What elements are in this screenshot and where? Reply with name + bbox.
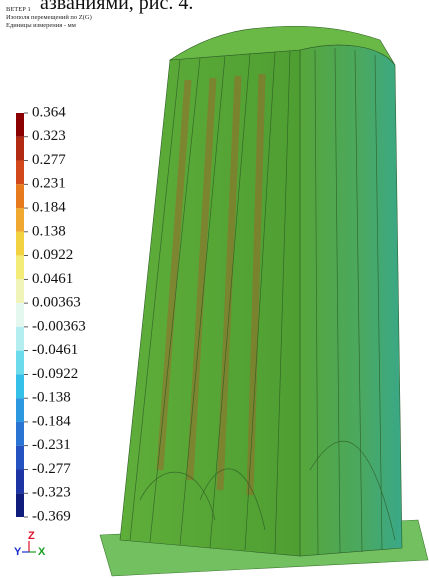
legend-label: 0.364 bbox=[32, 104, 66, 120]
legend-swatch bbox=[16, 446, 24, 470]
legend-swatch bbox=[16, 161, 24, 185]
legend-swatch bbox=[16, 113, 24, 137]
legend-label: 0.0461 bbox=[32, 271, 73, 287]
legend-label: 0.323 bbox=[32, 128, 66, 144]
legend-swatch bbox=[16, 184, 24, 208]
legend-swatch bbox=[16, 469, 24, 493]
legend-swatch bbox=[16, 374, 24, 398]
page: азваниями, рис. 4. ВЕТЕР 1 Изополя перем… bbox=[0, 0, 429, 578]
legend-label: -0.184 bbox=[32, 413, 71, 429]
legend-label: -0.369 bbox=[32, 508, 71, 524]
legend-swatch bbox=[16, 303, 24, 327]
legend: 0.364 0.323 0.277 0.231 0.184 0.138 0.0922 0.04… bbox=[0, 0, 429, 578]
legend-label: -0.231 bbox=[32, 437, 71, 453]
legend-label: 0.0922 bbox=[32, 247, 73, 263]
legend-swatch bbox=[16, 256, 24, 280]
legend-swatch bbox=[16, 208, 24, 232]
legend-label: -0.00363 bbox=[32, 318, 86, 334]
legend-label: 0.184 bbox=[32, 199, 66, 215]
axis-label: X bbox=[38, 546, 46, 558]
legend-label: 0.231 bbox=[32, 176, 66, 192]
legend-label: 0.138 bbox=[32, 223, 66, 239]
legend-label: 0.00363 bbox=[32, 295, 81, 311]
legend-swatch bbox=[16, 398, 24, 422]
legend-label: -0.0922 bbox=[32, 366, 78, 382]
legend-label: -0.138 bbox=[32, 390, 71, 406]
legend-swatch bbox=[16, 327, 24, 351]
legend-swatch bbox=[16, 351, 24, 375]
legend-label: -0.323 bbox=[32, 485, 71, 501]
legend-swatch bbox=[16, 232, 24, 256]
legend-swatch bbox=[16, 137, 24, 161]
axis-label: Y bbox=[14, 546, 22, 558]
legend-swatch bbox=[16, 493, 24, 517]
axis-label: Z bbox=[28, 530, 35, 542]
legend-swatch bbox=[16, 279, 24, 303]
legend-label: -0.277 bbox=[32, 461, 71, 477]
legend-label: 0.277 bbox=[32, 152, 66, 168]
legend-swatch bbox=[16, 422, 24, 446]
legend-label: -0.0461 bbox=[32, 342, 78, 358]
